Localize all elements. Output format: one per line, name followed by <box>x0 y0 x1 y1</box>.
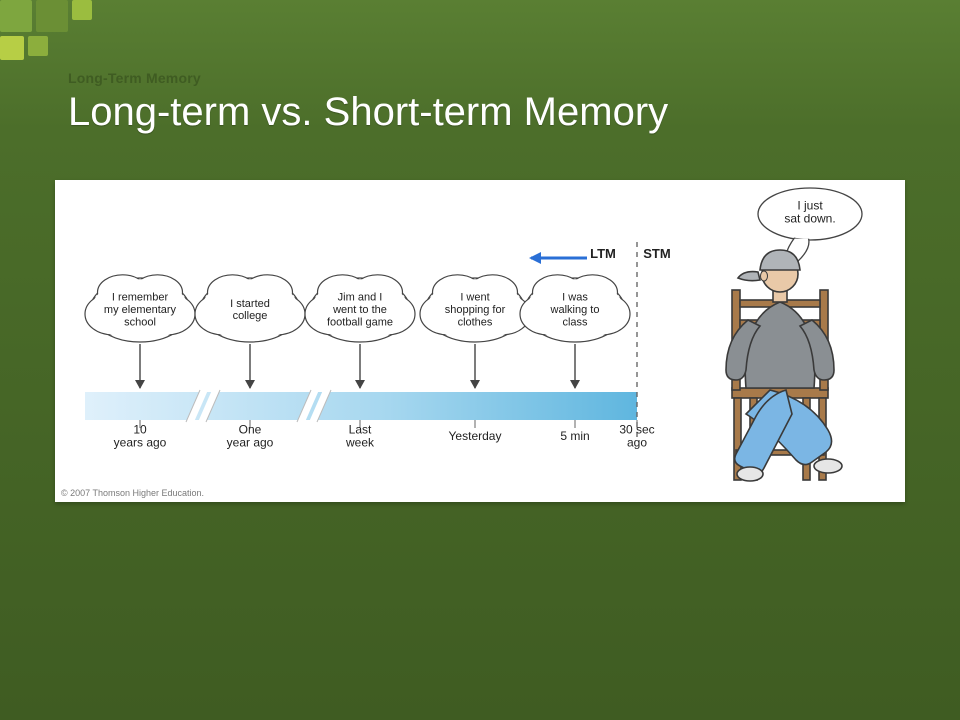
corner-square <box>0 0 32 32</box>
svg-text:I startedcollege: I startedcollege <box>230 298 270 322</box>
timeline-tick-label: 5 min <box>560 429 589 443</box>
ltm-label: LTM <box>590 246 616 261</box>
slide-root: Long-Term Memory Long-term vs. Short-ter… <box>0 0 960 720</box>
timeline-tick-label: 30 secago <box>619 422 654 449</box>
memory-bubble: I waswalking toclass <box>520 275 630 342</box>
timeline-tick-label: Yesterday <box>449 429 502 443</box>
corner-square <box>0 36 24 60</box>
person-on-chair-icon <box>726 250 842 481</box>
corner-square <box>36 0 68 32</box>
corner-square <box>28 36 48 56</box>
slide-title: Long-term vs. Short-term Memory <box>68 90 668 135</box>
timeline-tick-label: Oneyear ago <box>227 422 274 449</box>
figure-panel: 10years ago Oneyear ago Lastweek Yesterday 5… <box>55 180 905 502</box>
stm-label: STM <box>643 246 670 261</box>
timeline-tick-label: 10years ago <box>114 422 167 449</box>
memory-timeline-figure: 10years ago Oneyear ago Lastweek Yesterday 5… <box>55 180 905 502</box>
memory-bubble: Jim and Iwent to thefootball game <box>305 275 415 342</box>
memory-bubble: I startedcollege <box>195 275 305 342</box>
timeline-bar <box>85 392 637 420</box>
decorative-corner <box>0 0 220 60</box>
memory-bubble: I remembermy elementaryschool <box>85 275 195 342</box>
section-label: Long-Term Memory <box>68 70 668 86</box>
title-area: Long-Term Memory Long-term vs. Short-ter… <box>68 70 668 135</box>
timeline-tick-label: Lastweek <box>345 422 375 449</box>
corner-square <box>72 0 92 20</box>
copyright-text: © 2007 Thomson Higher Education. <box>61 488 204 498</box>
memory-bubble: I wentshopping forclothes <box>420 275 530 342</box>
